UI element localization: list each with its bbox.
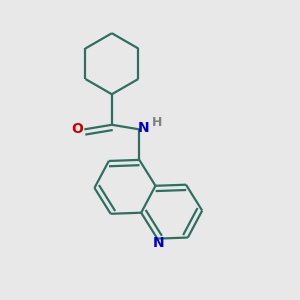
Text: H: H [152,116,162,129]
Text: N: N [153,236,164,250]
Text: O: O [71,122,83,136]
Text: N: N [137,121,149,135]
